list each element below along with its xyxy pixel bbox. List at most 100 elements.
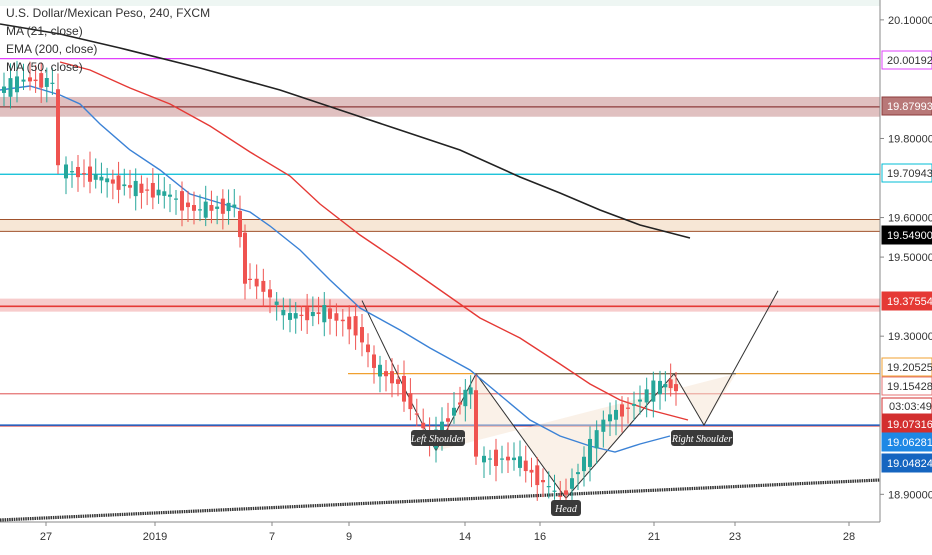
- candle-body-59: [353, 316, 358, 336]
- candle-body-31: [186, 202, 190, 208]
- candle-body-27: [162, 191, 167, 196]
- candle-body-33: [198, 209, 202, 211]
- ascending-trendline: [0, 478, 881, 522]
- candle-body-64: [384, 371, 388, 377]
- candle-body-38: [226, 202, 231, 212]
- candle-body-74: [446, 418, 450, 422]
- supply-band: [0, 219, 880, 232]
- candle-body-49: [293, 313, 298, 319]
- price-axis-labels: 20.10000 19.80000 19.60000 19.50000 19.30000…: [880, 15, 932, 501]
- price-tag-3: 19.54900: [887, 230, 932, 242]
- y-tick-label-5: 18.90000: [888, 489, 932, 501]
- candle-body-69: [414, 413, 419, 415]
- candle-body-99: [594, 430, 599, 449]
- candle-body-92: [552, 490, 557, 492]
- candle-body-28: [168, 194, 172, 197]
- candle-body-75: [452, 407, 456, 416]
- candle-body-48: [288, 313, 292, 320]
- price-tag-bg-1: [881, 96, 932, 116]
- candle-body-54: [322, 305, 327, 323]
- candle-body-21: [128, 185, 132, 188]
- candle-body-34: [203, 201, 208, 218]
- candle-body-10: [64, 164, 68, 179]
- candle-body-98: [588, 438, 592, 467]
- candle-body-70: [421, 422, 426, 429]
- candle-body-9: [56, 89, 60, 166]
- candle-body-18: [110, 179, 115, 184]
- price-tag-4: 19.37554: [887, 296, 932, 308]
- candle-body-83: [500, 458, 504, 460]
- candle-body-56: [334, 313, 339, 321]
- candle-body-53: [316, 312, 321, 315]
- price-tag-bg-8: [881, 432, 932, 452]
- moving-averages: [0, 23, 691, 453]
- y-tick-label-4: 19.30000: [888, 331, 932, 343]
- candle-body-105: [632, 403, 636, 406]
- candle-body-65: [390, 371, 394, 384]
- candle-body-89: [535, 465, 540, 486]
- ema200-line: [0, 23, 691, 239]
- head-shoulders-pattern: [361, 290, 779, 500]
- candle-body-6: [39, 73, 44, 88]
- candle-body-51: [305, 307, 310, 321]
- price-tag-9: 19.04824: [887, 458, 932, 470]
- price-tag-bg-3: [881, 225, 932, 245]
- pattern-label-bg-2: [671, 430, 733, 446]
- candle-body-61: [366, 344, 370, 353]
- candle-body-36: [215, 206, 220, 209]
- candle-body-112: [674, 384, 678, 392]
- x-tick-label-5: 16: [534, 531, 546, 543]
- candle-body-101: [608, 414, 612, 422]
- candle-body-87: [523, 460, 528, 472]
- candle-body-46: [274, 301, 279, 305]
- candle-body-30: [180, 191, 184, 211]
- candle-body-41: [243, 232, 247, 284]
- price-tag-bg-6: [881, 376, 932, 396]
- candle-body-58: [347, 316, 352, 330]
- candle-body-15: [93, 174, 98, 180]
- price-tag-bg-4: [881, 291, 932, 311]
- candle-body-23: [139, 183, 144, 193]
- candle-body-86: [518, 456, 522, 468]
- price-tag-8: 19.06281: [887, 437, 932, 449]
- candle-body-0: [2, 86, 6, 93]
- top-band: [0, 0, 880, 6]
- ma21-line: [59, 61, 689, 421]
- candle-body-16: [99, 176, 104, 181]
- candle-body-80: [482, 455, 486, 463]
- candle-body-110: [663, 384, 668, 388]
- candle-body-93: [558, 495, 563, 497]
- candle-body-17: [105, 178, 110, 183]
- candle-body-20: [122, 184, 127, 187]
- candle-body-14: [88, 166, 92, 182]
- candle-body-32: [192, 205, 196, 211]
- candle-body-3: [21, 79, 26, 82]
- candle-body-60: [360, 327, 364, 343]
- candle-body-1: [8, 78, 13, 97]
- x-tick-label-2: 7: [269, 531, 275, 543]
- candle-body-24: [145, 189, 150, 191]
- candle-body-40: [238, 210, 242, 238]
- candle-body-57: [340, 319, 345, 322]
- y-tick-label-1: 19.80000: [888, 133, 932, 145]
- legend-ma50: MA (50, close): [6, 60, 83, 74]
- candle-body-2: [15, 76, 19, 93]
- candle-body-76: [458, 402, 462, 405]
- candle-body-88: [529, 469, 534, 473]
- candle-body-50: [299, 314, 304, 316]
- candle-body-35: [209, 204, 214, 211]
- legend-ema200: EMA (200, close): [6, 42, 98, 56]
- candle-body-52: [310, 312, 315, 317]
- trendline: [0, 478, 881, 522]
- candle-body-97: [582, 456, 586, 472]
- countdown-label: 03:03:49: [889, 401, 932, 413]
- price-tag-bg-5: [881, 357, 932, 377]
- candle-body-100: [601, 419, 606, 432]
- candle-body-42: [248, 278, 252, 280]
- candle-body-96: [576, 472, 580, 475]
- price-tag-2: 19.70943: [887, 168, 932, 180]
- level-band: [0, 298, 880, 312]
- candle-body-7: [44, 78, 49, 87]
- candle-body-47: [281, 309, 286, 316]
